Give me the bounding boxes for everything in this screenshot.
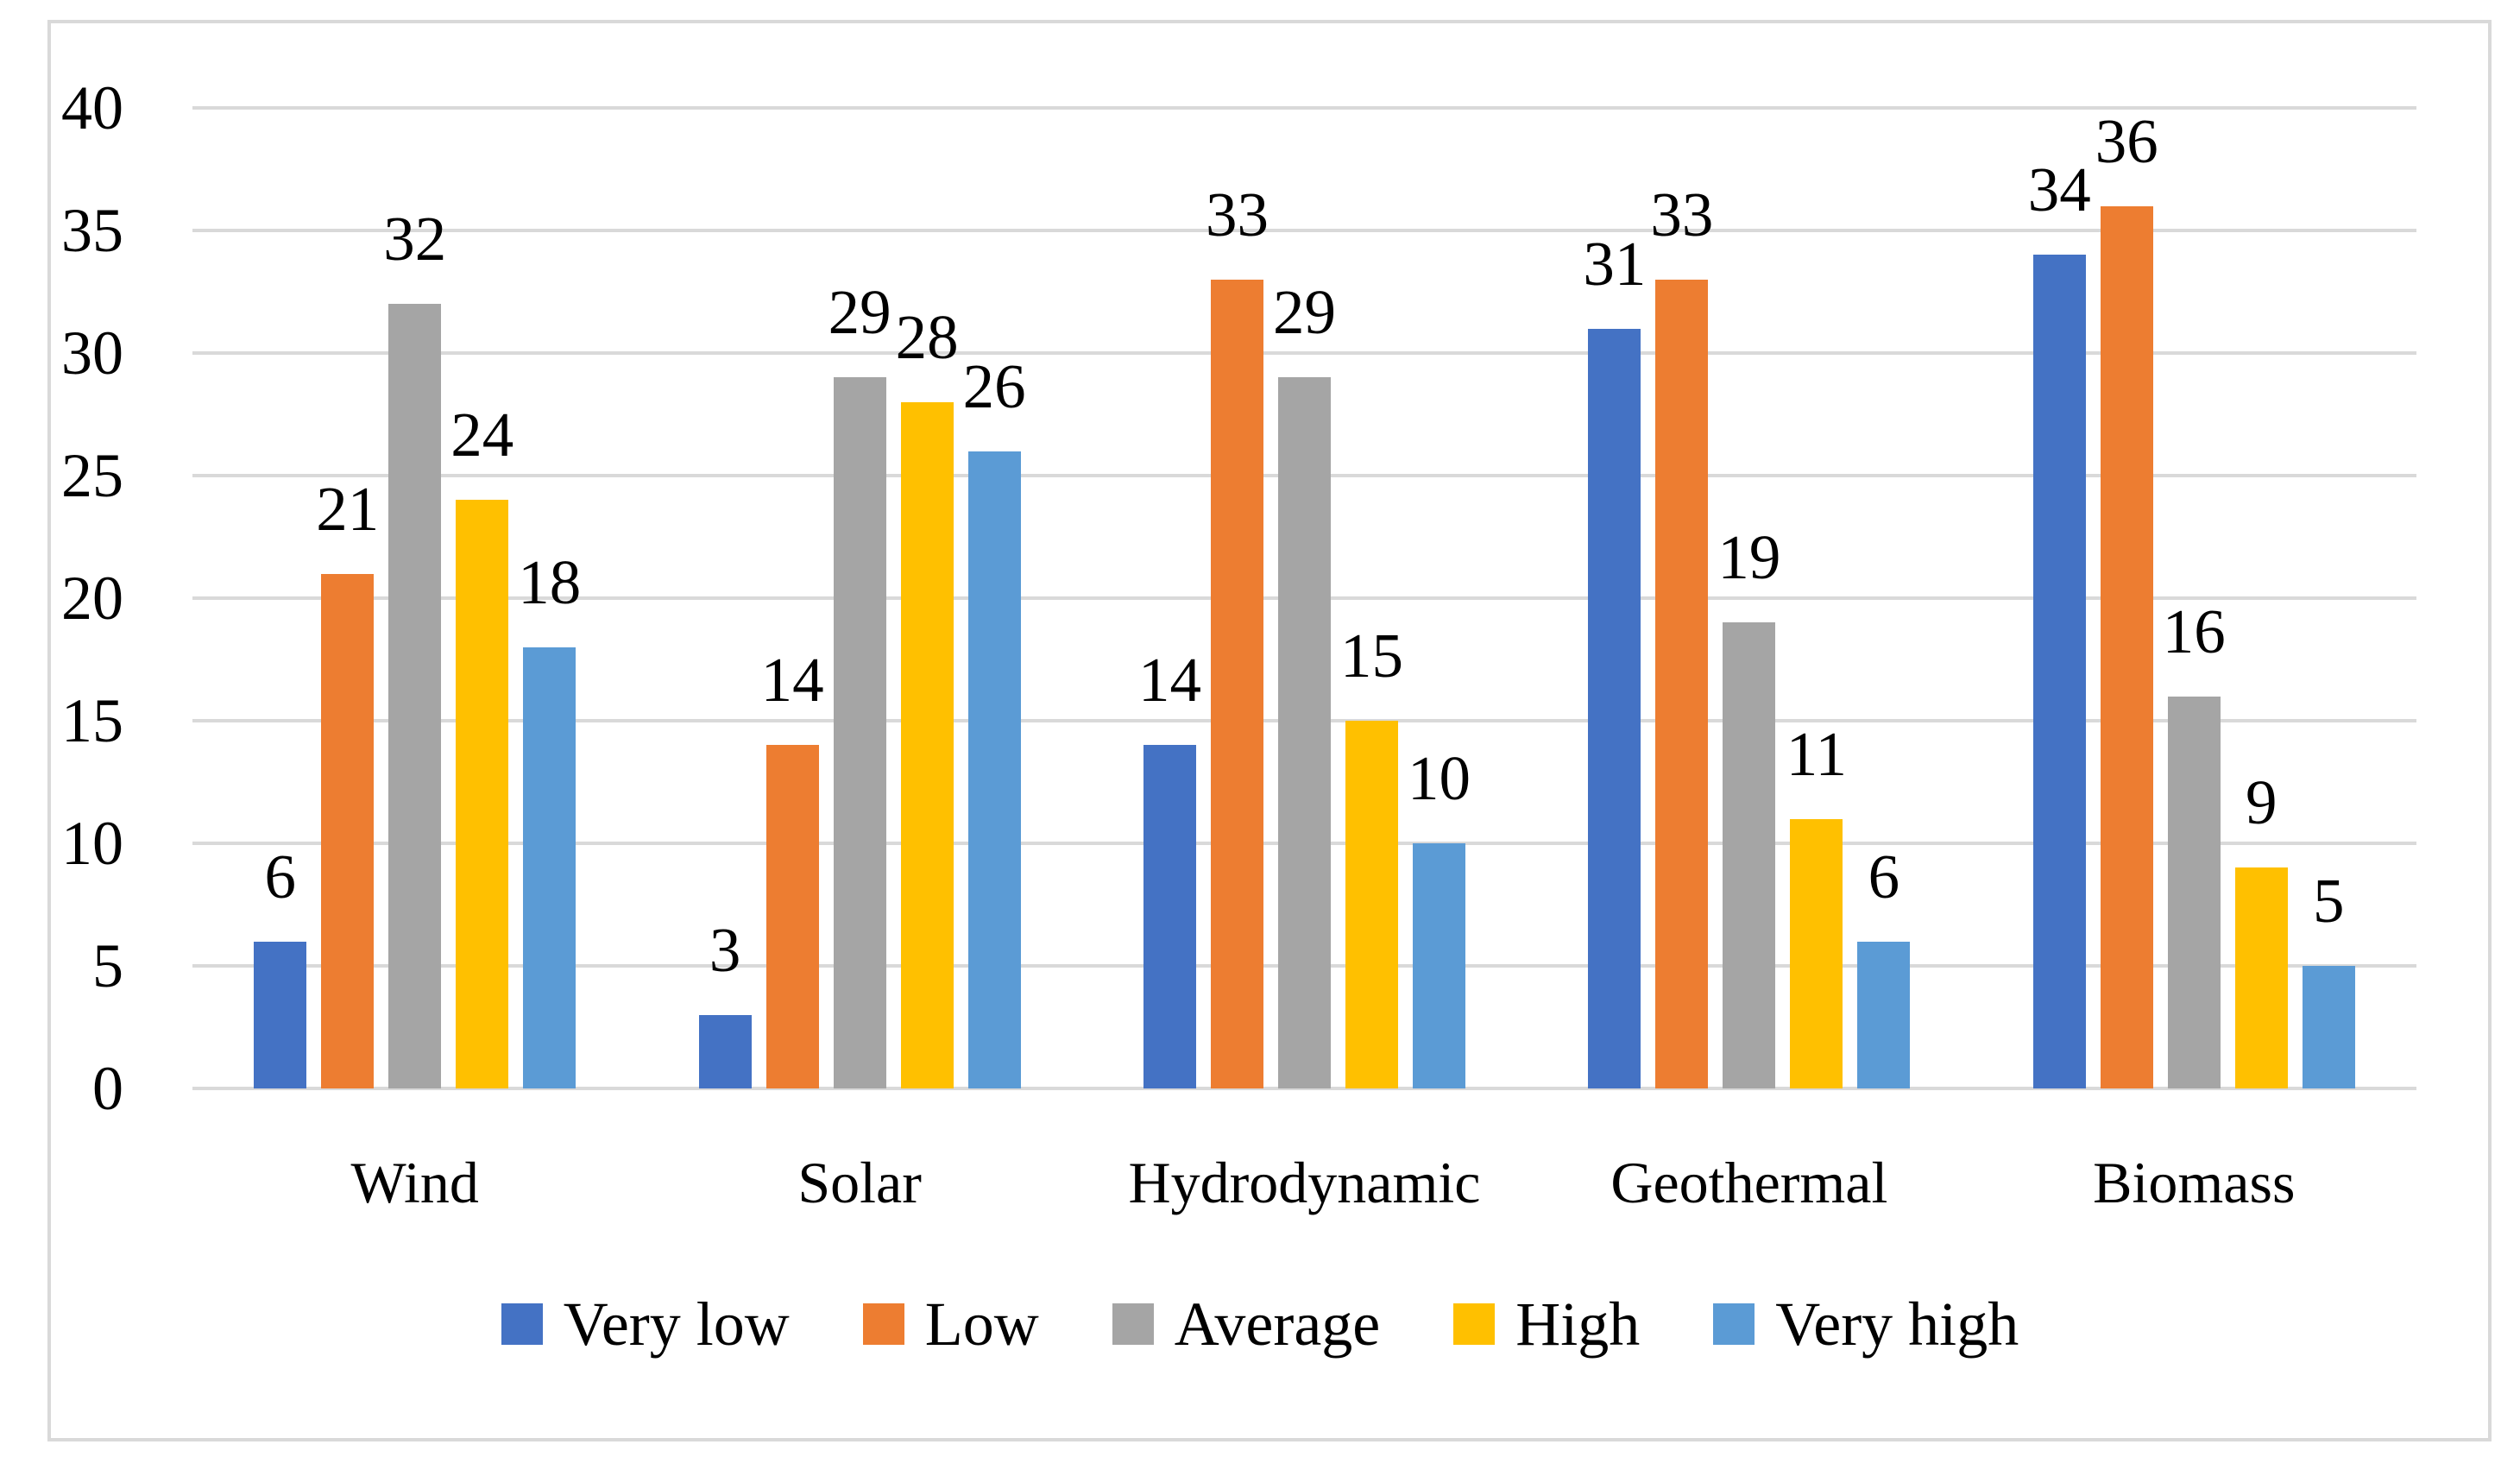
bar-hydrodynamic-very-high bbox=[1413, 843, 1465, 1088]
y-tick-label-40: 40 bbox=[61, 73, 123, 142]
y-tick-label-5: 5 bbox=[92, 931, 123, 1000]
bar-wind-very-low bbox=[254, 941, 307, 1088]
data-label-biomass-very-low: 34 bbox=[2027, 155, 2091, 225]
legend-swatch-low bbox=[862, 1303, 904, 1345]
bar-solar-low bbox=[765, 745, 819, 1088]
data-label-geothermal-high: 11 bbox=[1786, 718, 1848, 789]
bar-wind-average bbox=[388, 304, 442, 1088]
data-label-wind-very-low: 6 bbox=[264, 841, 296, 911]
bar-geothermal-average bbox=[1723, 622, 1776, 1088]
y-tick-label-15: 15 bbox=[61, 686, 123, 755]
legend-label-low: Low bbox=[924, 1290, 1039, 1359]
bar-wind-very-high bbox=[523, 647, 576, 1088]
legend-label-average: Average bbox=[1174, 1290, 1381, 1359]
bar-solar-average bbox=[833, 377, 886, 1088]
data-label-geothermal-average: 19 bbox=[1717, 522, 1781, 593]
bar-biomass-average bbox=[2167, 696, 2221, 1088]
bar-geothermal-high bbox=[1790, 818, 1843, 1088]
data-label-biomass-low: 36 bbox=[2095, 105, 2158, 176]
bar-geothermal-low bbox=[1655, 279, 1709, 1088]
bar-hydrodynamic-high bbox=[1345, 721, 1398, 1088]
y-tick-label-20: 20 bbox=[61, 564, 123, 633]
legend-item-average: Average bbox=[1112, 1290, 1381, 1359]
bar-hydrodynamic-very-low bbox=[1143, 745, 1196, 1088]
gridline-30 bbox=[192, 351, 2416, 355]
y-tick-label-35: 35 bbox=[61, 196, 123, 265]
data-label-solar-very-low: 3 bbox=[709, 914, 741, 985]
legend-item-low: Low bbox=[862, 1290, 1039, 1359]
category-label-solar: Solar bbox=[797, 1150, 922, 1215]
bar-wind-high bbox=[456, 500, 509, 1088]
data-label-wind-very-high: 18 bbox=[518, 546, 582, 617]
legend-label-high: High bbox=[1515, 1290, 1641, 1359]
bar-geothermal-very-high bbox=[1857, 941, 1911, 1088]
y-tick-label-25: 25 bbox=[61, 441, 123, 510]
y-tick-label-10: 10 bbox=[61, 809, 123, 878]
data-label-hydrodynamic-high: 15 bbox=[1340, 621, 1403, 691]
bar-hydrodynamic-low bbox=[1211, 279, 1263, 1088]
bar-solar-high bbox=[900, 401, 954, 1088]
legend-label-very-high: Very high bbox=[1775, 1290, 2019, 1359]
category-label-hydrodynamic: Hydrodynamic bbox=[1128, 1150, 1481, 1215]
legend-swatch-very-low bbox=[501, 1303, 543, 1345]
data-label-hydrodynamic-low: 33 bbox=[1206, 179, 1269, 249]
data-label-solar-low: 14 bbox=[760, 645, 824, 716]
gridline-0 bbox=[192, 1087, 2416, 1090]
data-label-wind-average: 32 bbox=[383, 204, 447, 274]
data-label-wind-high: 24 bbox=[450, 400, 514, 470]
data-label-geothermal-low: 33 bbox=[1650, 179, 1714, 249]
bar-geothermal-very-low bbox=[1588, 328, 1641, 1088]
legend-label-very-low: Very low bbox=[563, 1290, 790, 1359]
gridline-40 bbox=[192, 106, 2416, 110]
bar-solar-very-high bbox=[967, 451, 1021, 1088]
legend-item-very-high: Very high bbox=[1713, 1293, 2019, 1355]
chart-legend: Very low Low Average High Very high bbox=[0, 1293, 2520, 1355]
bar-hydrodynamic-average bbox=[1278, 377, 1331, 1088]
bar-biomass-high bbox=[2234, 867, 2288, 1088]
bar-biomass-low bbox=[2100, 205, 2153, 1088]
gridline-35 bbox=[192, 229, 2416, 232]
data-label-solar-high: 28 bbox=[895, 301, 959, 372]
legend-swatch-very-high bbox=[1713, 1303, 1755, 1345]
data-label-geothermal-very-low: 31 bbox=[1583, 228, 1647, 299]
data-label-geothermal-very-high: 6 bbox=[1868, 841, 1900, 911]
data-label-solar-very-high: 26 bbox=[962, 350, 1026, 421]
data-label-wind-low: 21 bbox=[316, 473, 380, 544]
legend-item-high: High bbox=[1453, 1293, 1640, 1355]
bar-biomass-very-low bbox=[2032, 255, 2086, 1088]
legend-swatch-high bbox=[1453, 1303, 1496, 1345]
y-tick-label-0: 0 bbox=[92, 1054, 123, 1123]
data-label-hydrodynamic-very-low: 14 bbox=[1138, 645, 1201, 716]
data-label-biomass-very-high: 5 bbox=[2313, 866, 2345, 936]
data-label-biomass-high: 9 bbox=[2246, 767, 2277, 838]
data-label-solar-average: 29 bbox=[828, 277, 891, 348]
category-label-biomass: Biomass bbox=[2093, 1150, 2296, 1215]
legend-item-very-low: Very low bbox=[501, 1293, 790, 1355]
legend-swatch-average bbox=[1112, 1303, 1154, 1345]
data-label-hydrodynamic-average: 29 bbox=[1273, 277, 1336, 348]
bar-solar-very-low bbox=[698, 1014, 752, 1088]
category-label-geothermal: Geothermal bbox=[1610, 1150, 1888, 1215]
y-tick-label-30: 30 bbox=[61, 319, 123, 388]
bar-biomass-very-high bbox=[2302, 966, 2355, 1088]
bar-wind-low bbox=[321, 573, 375, 1088]
category-label-wind: Wind bbox=[350, 1150, 479, 1215]
data-label-biomass-average: 16 bbox=[2162, 596, 2226, 666]
data-label-hydrodynamic-very-high: 10 bbox=[1408, 743, 1471, 813]
